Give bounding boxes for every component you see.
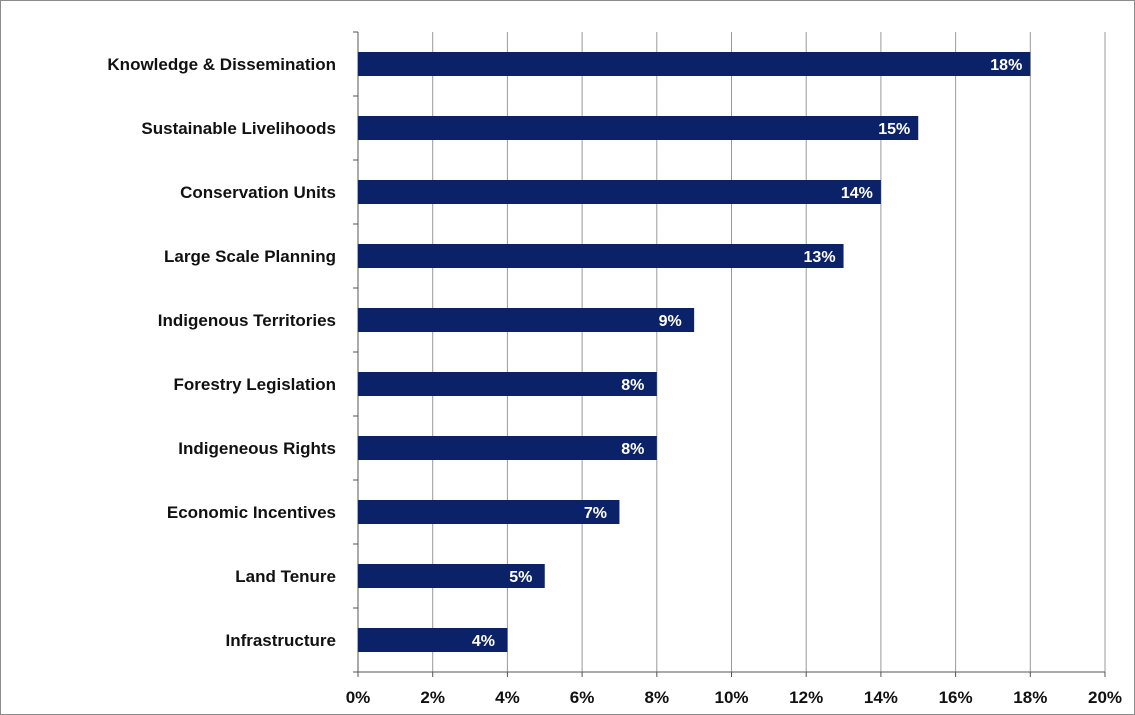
category-label: Sustainable Livelihoods <box>141 119 336 138</box>
x-tick-label: 10% <box>714 688 748 707</box>
bar-5[interactable] <box>358 308 695 332</box>
bar-2[interactable] <box>358 116 919 140</box>
data-label: 7% <box>584 505 607 522</box>
category-label: Forestry Legislation <box>174 375 336 394</box>
x-tick-label: 16% <box>939 688 973 707</box>
category-label: Indigenous Territories <box>158 311 336 330</box>
bar-7[interactable] <box>358 436 657 460</box>
bar-10[interactable] <box>358 628 508 652</box>
x-tick-label: 12% <box>789 688 823 707</box>
bar-1[interactable] <box>358 52 1031 76</box>
data-label: 15% <box>878 121 910 138</box>
x-tick-label: 18% <box>1013 688 1047 707</box>
category-label: Infrastructure <box>225 631 336 650</box>
data-label: 4% <box>472 633 495 650</box>
category-label: Economic Incentives <box>167 503 336 522</box>
category-label: Indigeneous Rights <box>178 439 336 458</box>
bar-4[interactable] <box>358 244 844 268</box>
x-tick-label: 20% <box>1088 688 1122 707</box>
x-tick-label: 6% <box>570 688 595 707</box>
data-label: 8% <box>621 377 644 394</box>
x-tick-label: 8% <box>645 688 670 707</box>
x-tick-label: 14% <box>864 688 898 707</box>
data-label: 18% <box>990 57 1022 74</box>
data-label: 14% <box>841 185 873 202</box>
category-label: Conservation Units <box>180 183 336 202</box>
category-label: Knowledge & Dissemination <box>107 55 336 74</box>
bar-9[interactable] <box>358 564 545 588</box>
x-tick-label: 4% <box>495 688 520 707</box>
bar-6[interactable] <box>358 372 657 396</box>
data-label: 9% <box>659 313 682 330</box>
data-label: 8% <box>621 441 644 458</box>
category-label: Land Tenure <box>235 567 336 586</box>
x-tick-label: 0% <box>346 688 371 707</box>
data-label: 13% <box>804 249 836 266</box>
x-tick-label: 2% <box>420 688 445 707</box>
data-label: 5% <box>509 569 532 586</box>
bar-8[interactable] <box>358 500 620 524</box>
category-label: Large Scale Planning <box>164 247 336 266</box>
bar-3[interactable] <box>358 180 881 204</box>
